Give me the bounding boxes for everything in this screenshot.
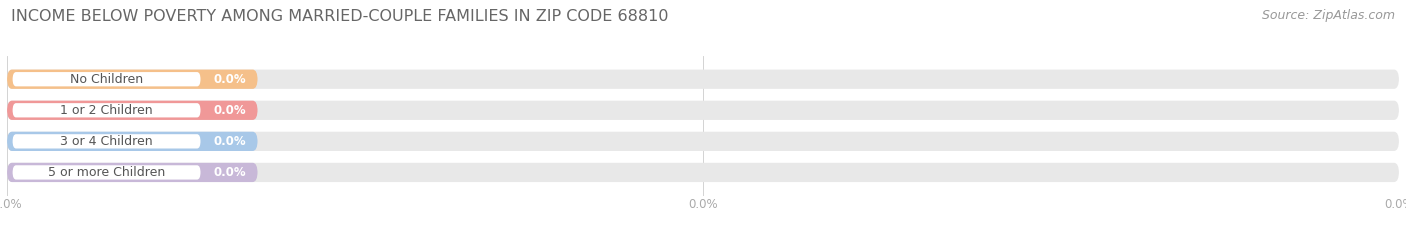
FancyBboxPatch shape	[13, 165, 201, 180]
FancyBboxPatch shape	[7, 163, 1399, 182]
Text: 5 or more Children: 5 or more Children	[48, 166, 165, 179]
FancyBboxPatch shape	[13, 134, 201, 148]
Text: 3 or 4 Children: 3 or 4 Children	[60, 135, 153, 148]
FancyBboxPatch shape	[7, 70, 1399, 89]
Text: 1 or 2 Children: 1 or 2 Children	[60, 104, 153, 117]
Text: 0.0%: 0.0%	[214, 135, 246, 148]
Text: 0.0%: 0.0%	[214, 166, 246, 179]
Text: Source: ZipAtlas.com: Source: ZipAtlas.com	[1261, 9, 1395, 22]
Text: 0.0%: 0.0%	[214, 73, 246, 86]
FancyBboxPatch shape	[13, 72, 201, 86]
FancyBboxPatch shape	[7, 132, 1399, 151]
Text: 0.0%: 0.0%	[214, 104, 246, 117]
FancyBboxPatch shape	[7, 163, 257, 182]
FancyBboxPatch shape	[13, 103, 201, 117]
FancyBboxPatch shape	[7, 101, 1399, 120]
FancyBboxPatch shape	[7, 132, 257, 151]
FancyBboxPatch shape	[7, 70, 257, 89]
Text: INCOME BELOW POVERTY AMONG MARRIED-COUPLE FAMILIES IN ZIP CODE 68810: INCOME BELOW POVERTY AMONG MARRIED-COUPL…	[11, 9, 669, 24]
FancyBboxPatch shape	[7, 101, 257, 120]
Text: No Children: No Children	[70, 73, 143, 86]
